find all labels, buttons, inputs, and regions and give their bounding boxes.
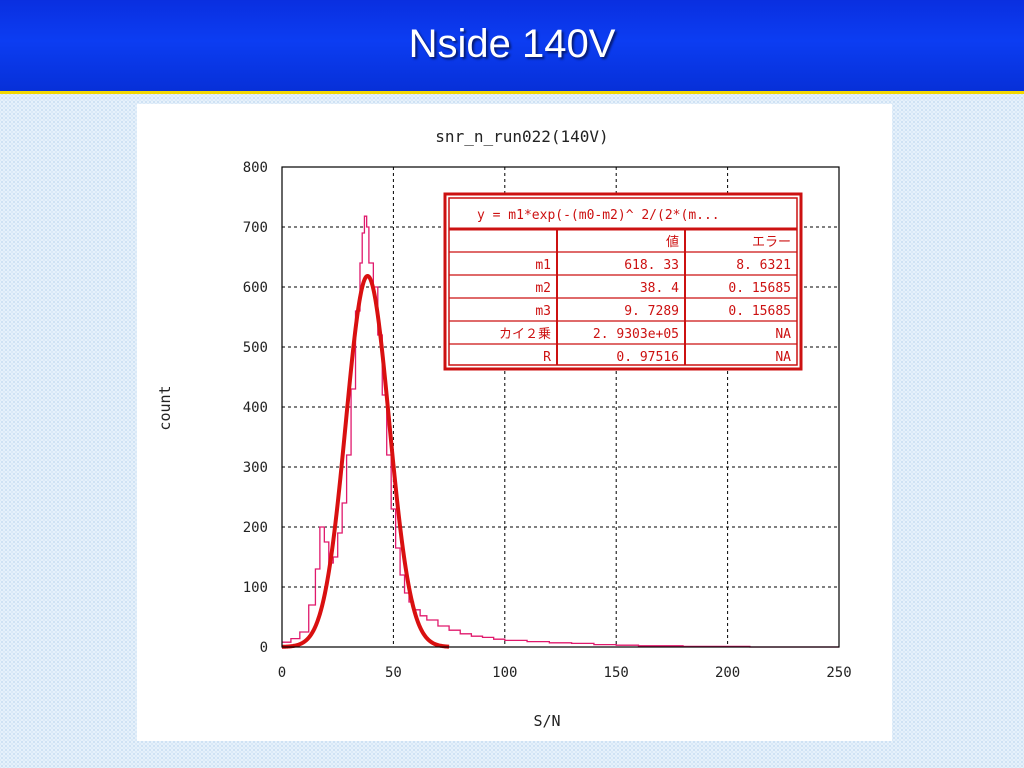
y-tick-label: 800 — [243, 160, 268, 176]
x-axis-label: S/N — [533, 712, 560, 730]
fit-table-cell: R — [543, 350, 551, 365]
y-tick-label: 600 — [243, 280, 268, 296]
x-tick-label: 100 — [492, 665, 517, 681]
fit-table-cell: NA — [775, 327, 791, 342]
x-tick-label: 200 — [715, 665, 740, 681]
axis-ticks: 0 50 100 150 200 250 0 100 200 300 400 500 600 700 800 — [243, 160, 852, 681]
x-tick-label: 0 — [278, 665, 286, 681]
x-tick-label: 150 — [604, 665, 629, 681]
plot-frame — [281, 166, 840, 648]
series-layer — [280, 215, 839, 649]
fit-table-cell: m3 — [535, 304, 551, 319]
y-tick-label: 100 — [243, 580, 268, 596]
y-tick-label: 200 — [243, 520, 268, 536]
fit-table-cell: 618. 33 — [624, 258, 679, 273]
y-tick-label: 0 — [260, 640, 268, 656]
y-axis-label: count — [156, 385, 174, 430]
fit-table-cell: 38. 4 — [640, 281, 679, 296]
fit-table-cell: m1 — [535, 258, 551, 273]
y-tick-label: 500 — [243, 340, 268, 356]
slide-header: Nside 140V — [0, 0, 1024, 94]
fit-table-cell: カイ２乗 — [499, 327, 551, 342]
fit-formula-header: y = m1*exp(-(m0-m2)^ 2/(2*(m... — [477, 208, 720, 223]
x-tick-label: 250 — [826, 665, 851, 681]
fit-table-cell: 8. 6321 — [736, 258, 791, 273]
histogram-series — [282, 215, 839, 648]
fit-table-column-header: エラー — [752, 235, 791, 250]
x-tick-label: 50 — [385, 665, 402, 681]
fit-table-frame — [443, 192, 803, 371]
fit-table-cell: 0. 15685 — [728, 281, 791, 296]
fit-table-cell: m2 — [535, 281, 551, 296]
histogram-chart: snr_n_run022(140V) S/N count 0 50 100 150 20… — [156, 127, 852, 730]
fit-table-column-header: 値 — [666, 234, 679, 250]
slide-title: Nside 140V — [408, 22, 616, 66]
fit-table-cell: NA — [775, 350, 791, 365]
y-tick-label: 300 — [243, 460, 268, 476]
y-tick-label: 400 — [243, 400, 268, 416]
fit-table-cell: 9. 7289 — [624, 304, 679, 319]
fit-table-cell: 0. 15685 — [728, 304, 791, 319]
gaussian-fit-curve — [280, 274, 451, 649]
fit-table-inner-frame — [448, 197, 798, 366]
chart-title: snr_n_run022(140V) — [435, 127, 608, 146]
fit-result-table: y = m1*exp(-(m0-m2)^ 2/(2*(m... 値 エラー m1 618… — [443, 192, 803, 371]
fit-table-cell: 0. 97516 — [616, 350, 679, 365]
y-tick-label: 700 — [243, 220, 268, 236]
chart-panel: snr_n_run022(140V) S/N count 0 50 100 150 20… — [137, 104, 892, 741]
fit-table-cell: 2. 9303e+05 — [593, 327, 679, 342]
